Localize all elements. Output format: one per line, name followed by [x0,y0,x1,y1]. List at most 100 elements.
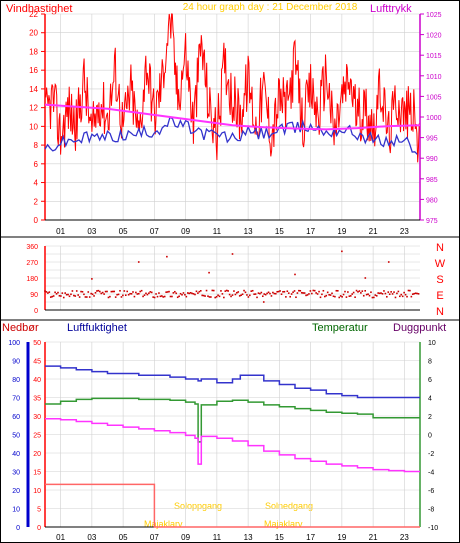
direction-point [191,292,193,295]
x-tick-label-top: 21 [369,227,378,236]
direction-point [96,290,98,292]
direction-point [249,294,251,297]
direction-point [269,292,271,295]
pressure-tick-label: 1020 [426,33,442,40]
direction-point [179,292,182,295]
humidity-tick-label: 20 [12,488,20,495]
direction-point [77,294,79,296]
direction-point [175,292,178,295]
direction-point [329,294,332,296]
direction-point [322,289,325,292]
direction-outlier-point [91,278,93,280]
direction-tick-label: 90 [30,292,38,299]
direction-point [386,295,388,298]
dewpoint-label: Duggpunkt [393,322,446,334]
direction-point [302,292,304,294]
direction-point [259,292,261,295]
x-tick-label-top: 19 [337,227,346,236]
direction-point [374,294,377,296]
humidity-tick-label: 30 [12,470,20,477]
direction-point [87,291,90,293]
direction-point [240,294,242,296]
direction-point [210,296,212,298]
pressure-title: Lufttrykk [370,3,412,15]
direction-point [73,294,75,297]
direction-point [367,293,369,295]
direction-point [261,295,264,298]
pressure-tick-label: 1000 [426,115,442,122]
x-tick-label-bottom: 09 [181,533,190,542]
chart-marks: 0246810121416182022975980985990995100010… [8,10,445,542]
direction-point [123,290,126,292]
direction-point [52,295,55,297]
direction-point [122,294,124,297]
pressure-tick-label: 1015 [426,53,442,60]
direction-point [230,295,232,298]
compass-label: N [436,242,444,254]
x-tick-label-top: 17 [306,227,315,236]
sunrise-label: Soloppgang [174,501,222,511]
direction-point [274,292,277,295]
direction-point [109,295,111,298]
direction-point [55,293,58,295]
direction-point [215,295,218,298]
direction-point [309,290,312,292]
direction-point [192,293,195,295]
direction-point [324,295,326,298]
direction-point [273,292,276,295]
direction-point [388,293,391,296]
direction-point [414,292,417,295]
direction-point [289,295,291,298]
direction-point [146,293,149,296]
direction-point [331,292,333,295]
direction-point [400,293,403,296]
direction-point [325,294,328,297]
humidity-label: Luftfuktighet [67,322,127,334]
direction-point [303,292,306,294]
direction-point [266,292,268,295]
direction-point [335,289,338,292]
direction-point [380,292,382,294]
direction-point [140,289,143,292]
rain-tick-label: 25 [33,433,41,440]
direction-point [93,295,95,297]
direction-point [312,289,315,292]
direction-point [315,292,317,294]
direction-point [83,293,85,296]
direction-point [332,295,335,298]
direction-point [260,291,263,294]
direction-point [296,292,299,294]
direction-point [375,294,378,297]
direction-point [44,290,46,292]
x-tick-label-bottom: 07 [150,533,159,542]
temp-tick-label: 10 [428,340,436,347]
direction-point [263,293,266,295]
direction-point [348,295,351,298]
direction-point [228,293,231,296]
direction-point [132,291,134,293]
chart-title: 24 hour graph day : 21 December 2018 [183,2,358,13]
x-tick-label-bottom: 01 [56,533,65,542]
direction-point [247,296,250,298]
direction-point [212,289,215,292]
direction-point [88,296,91,298]
direction-point [198,290,201,293]
direction-point [387,291,390,293]
wind-tick-label: 22 [29,10,38,19]
direction-tick-label: 0 [34,308,38,315]
x-tick-label-bottom: 11 [213,533,222,542]
direction-outlier-point [208,271,210,274]
direction-point [344,290,346,293]
wind-tick-label: 6 [34,160,39,169]
direction-point [194,293,196,296]
direction-point [355,289,358,292]
pressure-tick-label: 1005 [426,94,442,101]
direction-point [413,292,416,295]
direction-point [47,292,49,294]
direction-point [148,292,150,295]
direction-point [342,293,345,296]
direction-point [204,295,206,297]
direction-point [338,296,341,299]
x-tick-label-top: 23 [400,227,409,236]
